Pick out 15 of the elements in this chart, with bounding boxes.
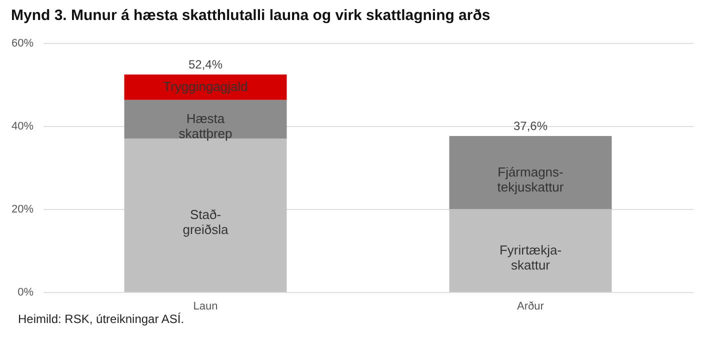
chart-title: Mynd 3. Munur á hæsta skatthlutalli launa og virk skattlagning arðs <box>10 7 490 24</box>
series-label: Tryggingagjald <box>163 79 248 94</box>
series-label: Hæsta skattþrep <box>178 111 232 142</box>
x-tick-label: Laun <box>193 300 218 312</box>
text: Heimild: RSK, útreikningar ASÍ. <box>18 312 184 326</box>
series-label: Stað- greiðsla <box>182 207 230 238</box>
total-label: 37,6% <box>513 118 548 133</box>
y-tick-label: 40% <box>11 120 34 132</box>
series-label: Fyrirtækja- skattur <box>499 242 562 272</box>
series-label: Fjármagns- tekjuskattur <box>497 164 564 194</box>
total-label: 52,4% <box>188 58 223 72</box>
y-tick-label: 0% <box>18 286 34 298</box>
y-tick-label: 60% <box>11 38 34 50</box>
y-tick-label: 20% <box>11 204 34 216</box>
x-tick-label: Arður <box>517 300 544 312</box>
